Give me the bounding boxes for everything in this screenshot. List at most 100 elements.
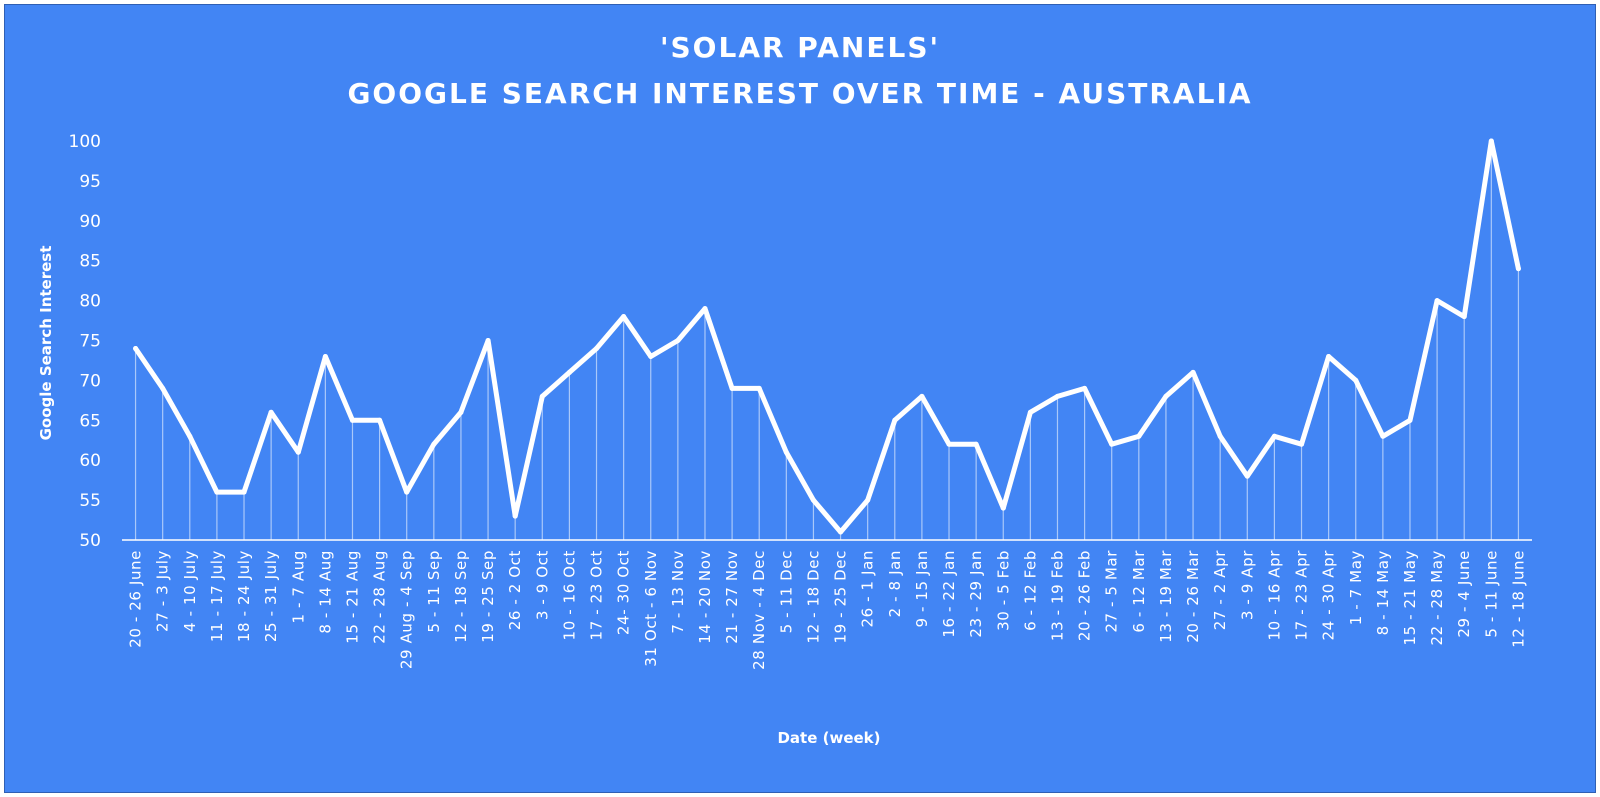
x-tick-label: 10 - 16 Apr: [1265, 550, 1283, 641]
y-tick-label: 95: [79, 172, 101, 192]
y-tick-label: 80: [79, 292, 101, 312]
chart-title: 'SOLAR PANELS': [659, 31, 941, 64]
x-tick-label: 1 - 7 May: [1347, 550, 1365, 625]
data-point: [1244, 473, 1250, 479]
y-tick-label: 70: [79, 371, 101, 391]
data-point: [1271, 433, 1277, 439]
x-tick-label: 20 - 26 Mar: [1184, 550, 1202, 643]
data-point: [648, 353, 654, 359]
x-tick-label: 17 - 23 Oct: [588, 550, 606, 640]
x-tick-label: 19 - 25 Dec: [832, 550, 850, 644]
data-point: [458, 409, 464, 415]
data-point: [1515, 266, 1521, 272]
x-tick-label: 12 - 18 June: [1509, 550, 1527, 648]
data-point: [973, 441, 979, 447]
x-tick-label: 2 - 8 Jan: [886, 550, 904, 617]
x-tick-label: 15 - 21 Aug: [343, 550, 361, 644]
y-tick-label: 55: [79, 491, 101, 511]
y-tick-label: 60: [79, 451, 101, 471]
x-axis-label: Date (week): [777, 729, 880, 747]
data-point: [160, 385, 166, 391]
x-tick-label: 20 - 26 Feb: [1076, 550, 1094, 641]
chart-frame: 'SOLAR PANELS' GOOGLE SEARCH INTEREST OV…: [4, 4, 1596, 793]
y-tick-label: 90: [79, 212, 101, 232]
x-tick-label: 3 - 9 Oct: [533, 550, 551, 620]
data-point: [946, 441, 952, 447]
data-point: [404, 489, 410, 495]
x-tick-label: 7 - 13 Nov: [669, 550, 687, 634]
data-point: [810, 497, 816, 503]
data-point: [1190, 369, 1196, 375]
data-point: [431, 441, 437, 447]
data-point: [241, 489, 247, 495]
x-tick-label: 6 - 12 Feb: [1021, 550, 1039, 631]
data-point: [594, 345, 600, 351]
x-tick-label: 22 - 28 Aug: [371, 550, 389, 644]
x-tick-label: 17 - 23 Apr: [1293, 550, 1311, 641]
data-point: [214, 489, 220, 495]
data-point: [1380, 433, 1386, 439]
x-tick-label: 12 - 18 Sep: [452, 550, 470, 643]
x-tick-label: 8 - 14 May: [1374, 550, 1392, 635]
x-axis-ticks: 20 - 26 June 27 - 3 July 4 - 10 July 11 - 1…: [127, 550, 1528, 670]
x-tick-label: 24 - 30 Apr: [1320, 550, 1338, 641]
x-tick-label: 3 - 9 Apr: [1238, 550, 1256, 620]
data-point: [919, 393, 925, 399]
x-tick-label: 21 - 27 Nov: [723, 550, 741, 644]
x-tick-label: 26 - 1 Jan: [859, 550, 877, 627]
x-tick-label: 28 Nov - 4 Dec: [750, 550, 768, 670]
data-point: [892, 417, 898, 423]
x-tick-label: 9 - 15 Jan: [913, 550, 931, 627]
x-tick-label: 14 - 20 Nov: [696, 550, 714, 644]
data-point: [1217, 433, 1223, 439]
data-point: [1027, 409, 1033, 415]
data-point: [133, 345, 139, 351]
y-tick-label: 50: [79, 531, 101, 551]
x-tick-label: 23 - 29 Jan: [967, 550, 985, 638]
series-line: [133, 138, 1521, 535]
chart-subtitle: GOOGLE SEARCH INTEREST OVER TIME - AUSTR…: [347, 77, 1253, 110]
data-point: [621, 314, 627, 320]
x-tick-label: 26 - 2 Oct: [506, 550, 524, 630]
data-point: [1000, 505, 1006, 511]
x-tick-label: 13 - 19 Mar: [1157, 550, 1175, 643]
data-point: [295, 449, 301, 455]
x-tick-label: 22 - 28 May: [1428, 550, 1446, 646]
x-tick-label: 25 - 31 July: [262, 550, 280, 642]
y-axis-ticks: 50 55 60 65 70 75 80 85 90 95 100: [69, 132, 101, 551]
x-tick-label: 5 - 11 Sep: [425, 550, 443, 633]
x-tick-label: 6 - 12 Mar: [1130, 550, 1148, 633]
x-tick-label: 11 - 17 July: [208, 550, 226, 642]
x-tick-label: 31 Oct - 6 Nov: [642, 550, 660, 667]
data-point: [865, 497, 871, 503]
data-point: [187, 433, 193, 439]
x-tick-label: 10 - 16 Oct: [560, 550, 578, 640]
x-tick-label: 1 - 7 Aug: [289, 550, 307, 624]
line-chart: 50 55 60 65 70 75 80 85 90 95 100 20 - 26 June 27 -…: [37, 132, 1532, 747]
x-tick-label: 27 - 2 Apr: [1211, 550, 1229, 631]
y-tick-label: 65: [79, 411, 101, 431]
drop-lines: [134, 141, 1520, 540]
data-point: [322, 353, 328, 359]
data-point: [268, 409, 274, 415]
data-point: [756, 385, 762, 391]
y-tick-label: 85: [79, 252, 101, 272]
data-point: [485, 338, 491, 343]
data-point: [702, 306, 708, 312]
x-tick-label: 5 - 11 June: [1482, 550, 1500, 638]
x-tick-label: 5 - 11 Dec: [777, 550, 795, 633]
y-tick-label: 75: [79, 332, 101, 352]
data-point: [675, 338, 681, 343]
data-point: [1488, 138, 1494, 144]
x-tick-label: 27 - 3 July: [154, 550, 172, 632]
x-tick-label: 29 Aug - 4 Sep: [398, 550, 416, 669]
data-point: [349, 417, 355, 423]
data-point: [1461, 314, 1467, 320]
data-point: [1434, 298, 1440, 304]
data-point: [377, 417, 383, 423]
y-axis-label: Google Search Interest: [37, 246, 55, 441]
x-tick-label: 8 - 14 Aug: [316, 550, 334, 634]
data-point: [729, 385, 735, 391]
y-tick-label: 100: [69, 132, 101, 152]
data-point: [1109, 441, 1115, 447]
